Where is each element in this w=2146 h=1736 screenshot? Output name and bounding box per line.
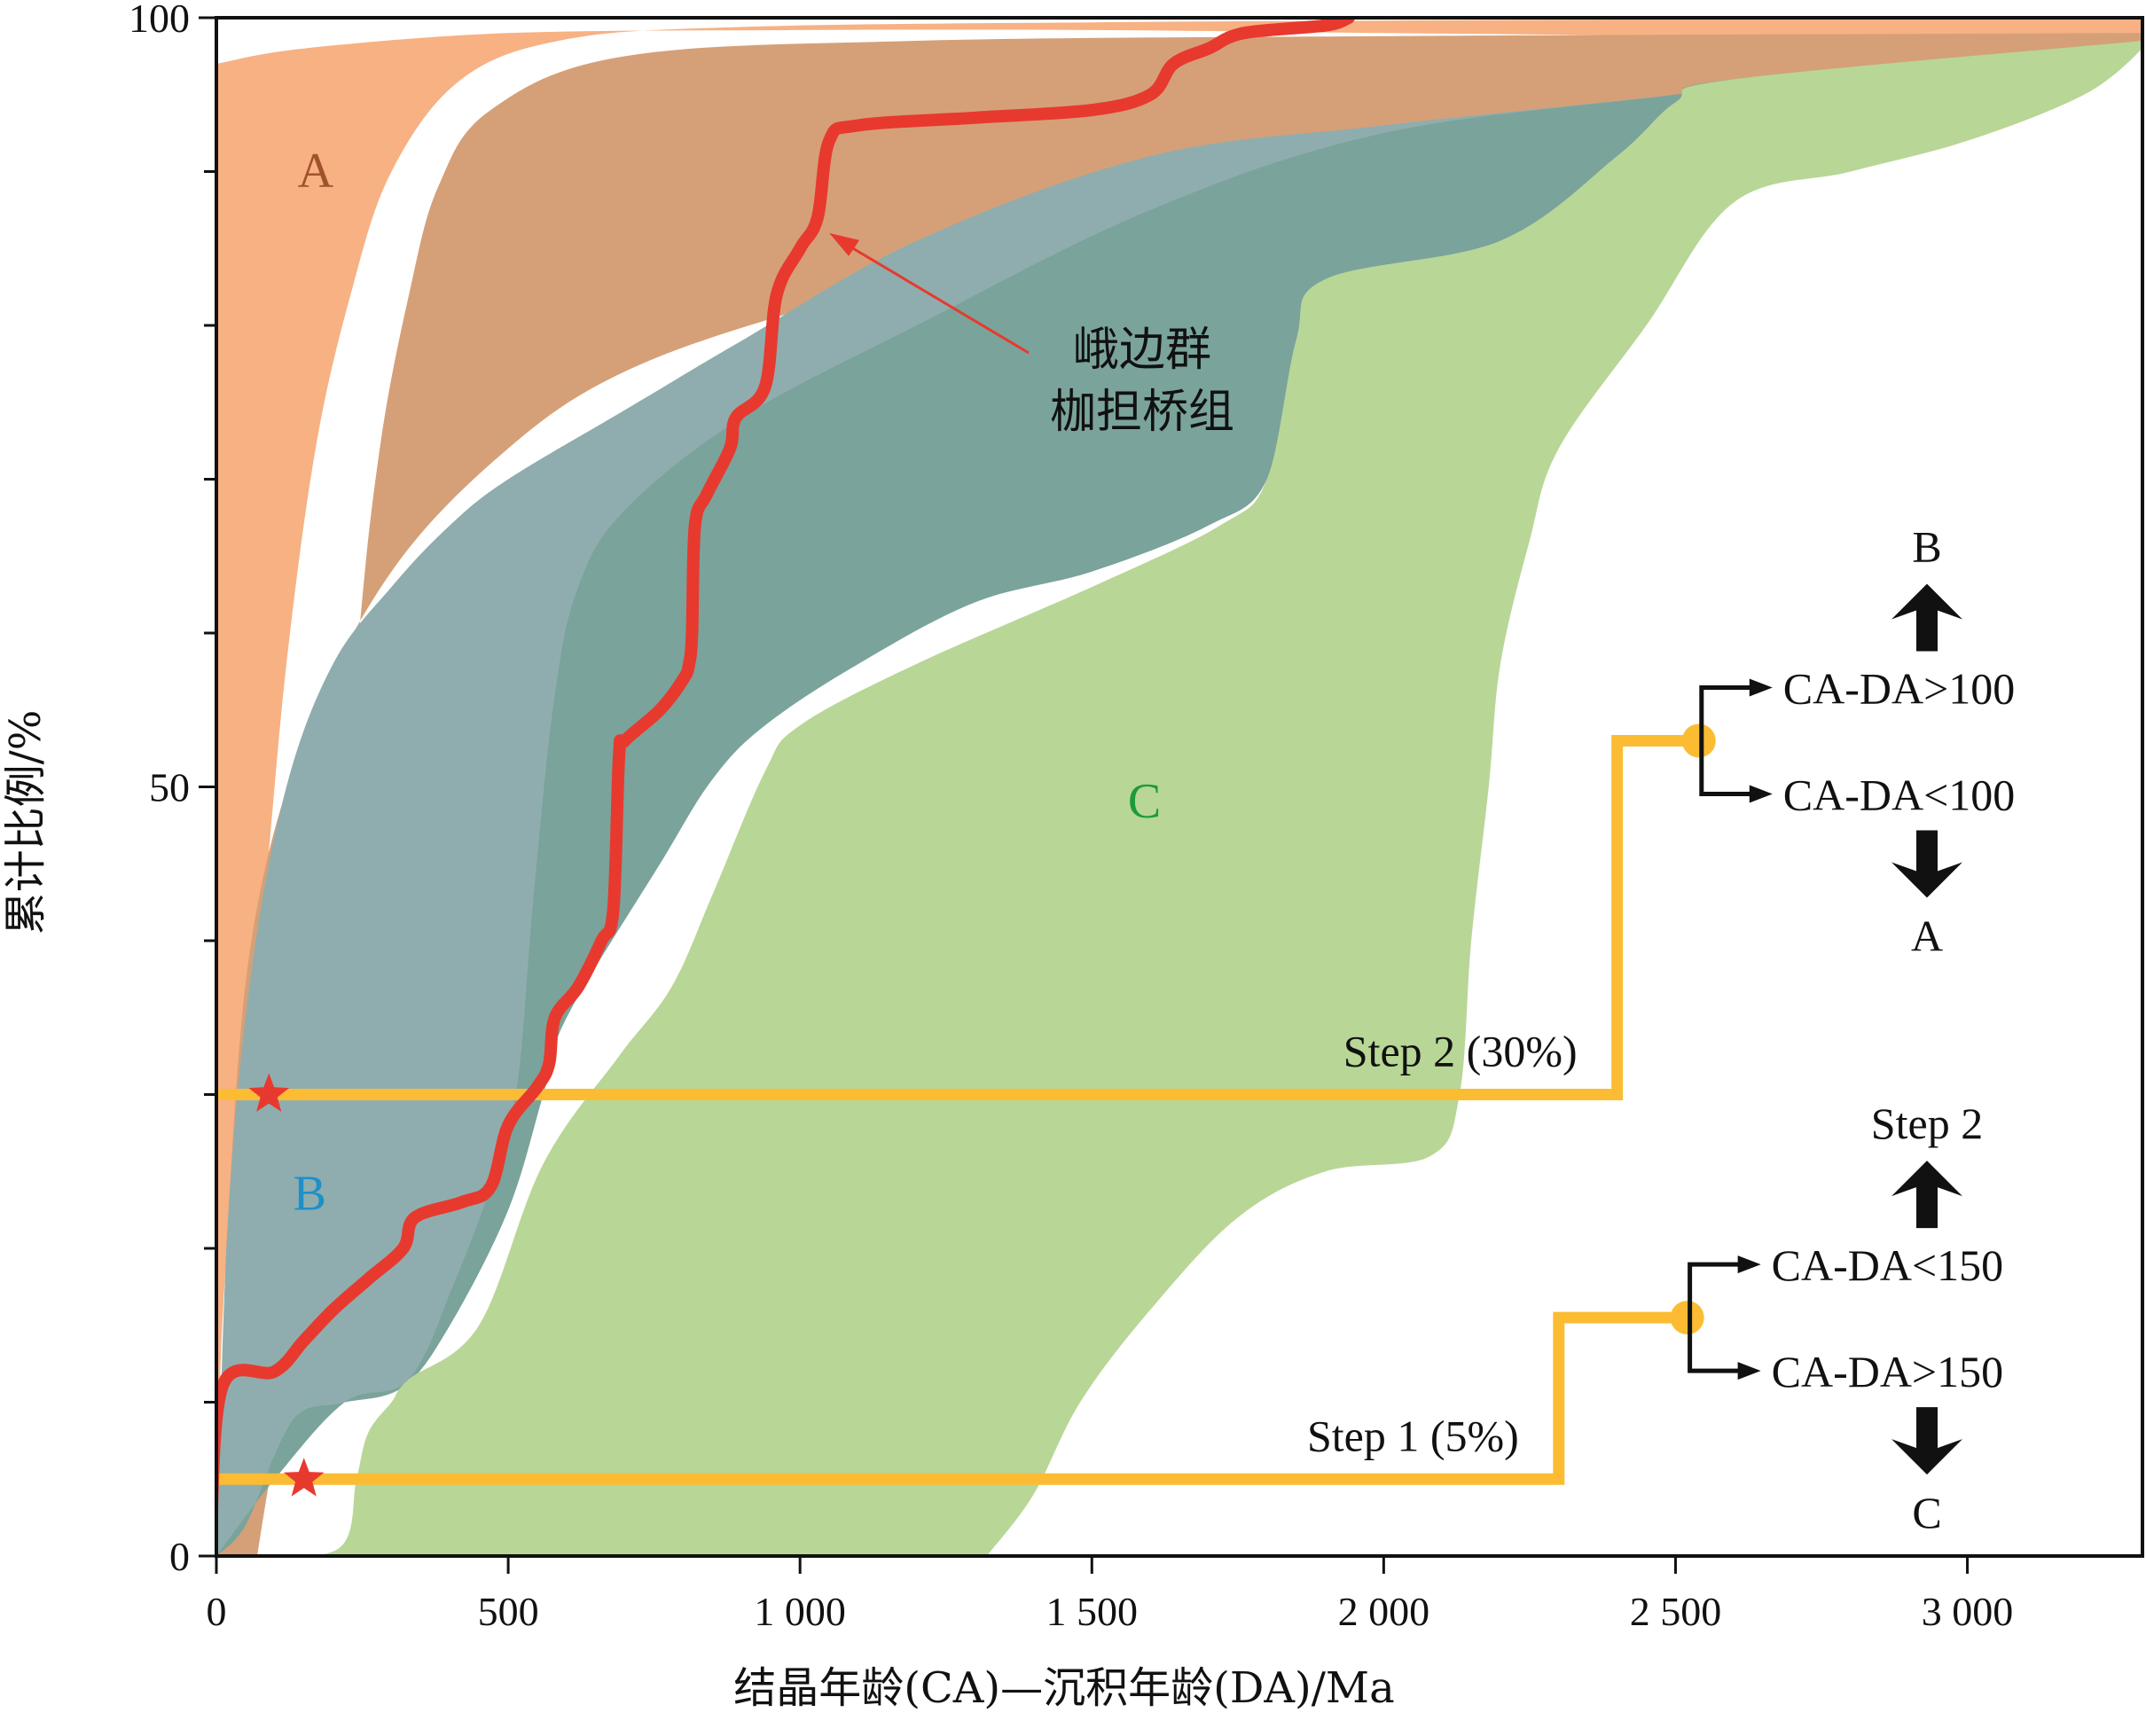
region-c xyxy=(251,41,2142,1556)
step-star-marker xyxy=(248,1073,290,1112)
outcome-down-label-2: A xyxy=(1911,911,1943,960)
step-line-2 xyxy=(216,734,1699,1100)
x-tick-label: 1 500 xyxy=(1046,1589,1139,1634)
step-node-1 xyxy=(1670,1301,1704,1335)
x-tick-label: 3 000 xyxy=(1922,1589,2014,1634)
outcome-down-label-1: C xyxy=(1912,1488,1941,1537)
region-label-a: A xyxy=(298,144,334,199)
branch-arrow-head xyxy=(1737,1255,1761,1274)
y-tick-label: 0 xyxy=(169,1534,190,1579)
annotation-arrow-line xyxy=(844,242,1030,355)
region-b xyxy=(216,48,2142,1556)
decision-tree: CA-DA<150 CA-DA>150 Step 2 C CA-DA>100 CA-DA<… xyxy=(1688,521,2016,1537)
outcome-arrow-up-1 xyxy=(1891,1161,1962,1229)
cumulative-curve xyxy=(216,18,1355,1556)
curve-layer xyxy=(216,18,1355,1556)
outcome-arrow-down-2 xyxy=(1891,830,1962,898)
region-overlap-3 xyxy=(216,48,2142,1556)
branch-down-label-1: CA-DA>150 xyxy=(1772,1347,2004,1396)
branch-arrow-head xyxy=(1749,678,1773,697)
step-label-1: Step 1 (5%) xyxy=(1307,1411,1519,1460)
axis-ticks: 0 500 1 000 1 500 2 000 2 500 3 000 0 50 100 xyxy=(129,0,2013,1634)
y-axis-title: 累计比例/% xyxy=(1,710,51,935)
x-tick-label: 500 xyxy=(478,1589,539,1634)
x-tick-label: 1 000 xyxy=(754,1589,846,1634)
step-line-1 xyxy=(216,1311,1688,1485)
outcome-arrow-up-2 xyxy=(1891,583,1962,652)
region-label-b: B xyxy=(294,1167,326,1222)
branch-up-label-1: CA-DA<150 xyxy=(1772,1240,2004,1290)
annotation-arrow-head xyxy=(829,232,860,256)
step-node-2 xyxy=(1681,723,1716,758)
steps-layer: Step 1 (5%) Step 2 (30%) xyxy=(216,723,1716,1497)
branch-bracket-2 xyxy=(1699,684,1764,796)
branch-arrow-head xyxy=(1737,1362,1761,1380)
step-label-2: Step 2 (30%) xyxy=(1343,1027,1578,1076)
y-tick-label: 50 xyxy=(149,765,190,810)
step-star-marker xyxy=(283,1458,325,1497)
x-tick-label: 2 000 xyxy=(1338,1589,1430,1634)
branch-arrow-head xyxy=(1749,785,1773,803)
branch-down-label-2: CA-DA<100 xyxy=(1783,770,2016,819)
y-tick-label: 100 xyxy=(129,0,190,41)
branch-up-label-2: CA-DA>100 xyxy=(1783,663,2016,713)
annotation-line-2: 枷担桥组 xyxy=(1050,386,1234,439)
region-label-c: C xyxy=(1128,774,1161,829)
outcome-up-label-1: Step 2 xyxy=(1871,1099,1983,1148)
x-axis-title: 结晶年龄(CA)—沉积年龄(DA)/Ma xyxy=(733,1663,1394,1713)
outcome-up-label-2: B xyxy=(1912,521,1941,571)
x-tick-label: 0 xyxy=(207,1589,227,1634)
outcome-arrow-down-1 xyxy=(1891,1407,1962,1475)
annotation-line-1: 峨边群 xyxy=(1073,324,1211,377)
branch-bracket-1 xyxy=(1688,1262,1752,1373)
regions-layer xyxy=(216,18,2142,1556)
x-tick-label: 2 500 xyxy=(1630,1589,1722,1634)
